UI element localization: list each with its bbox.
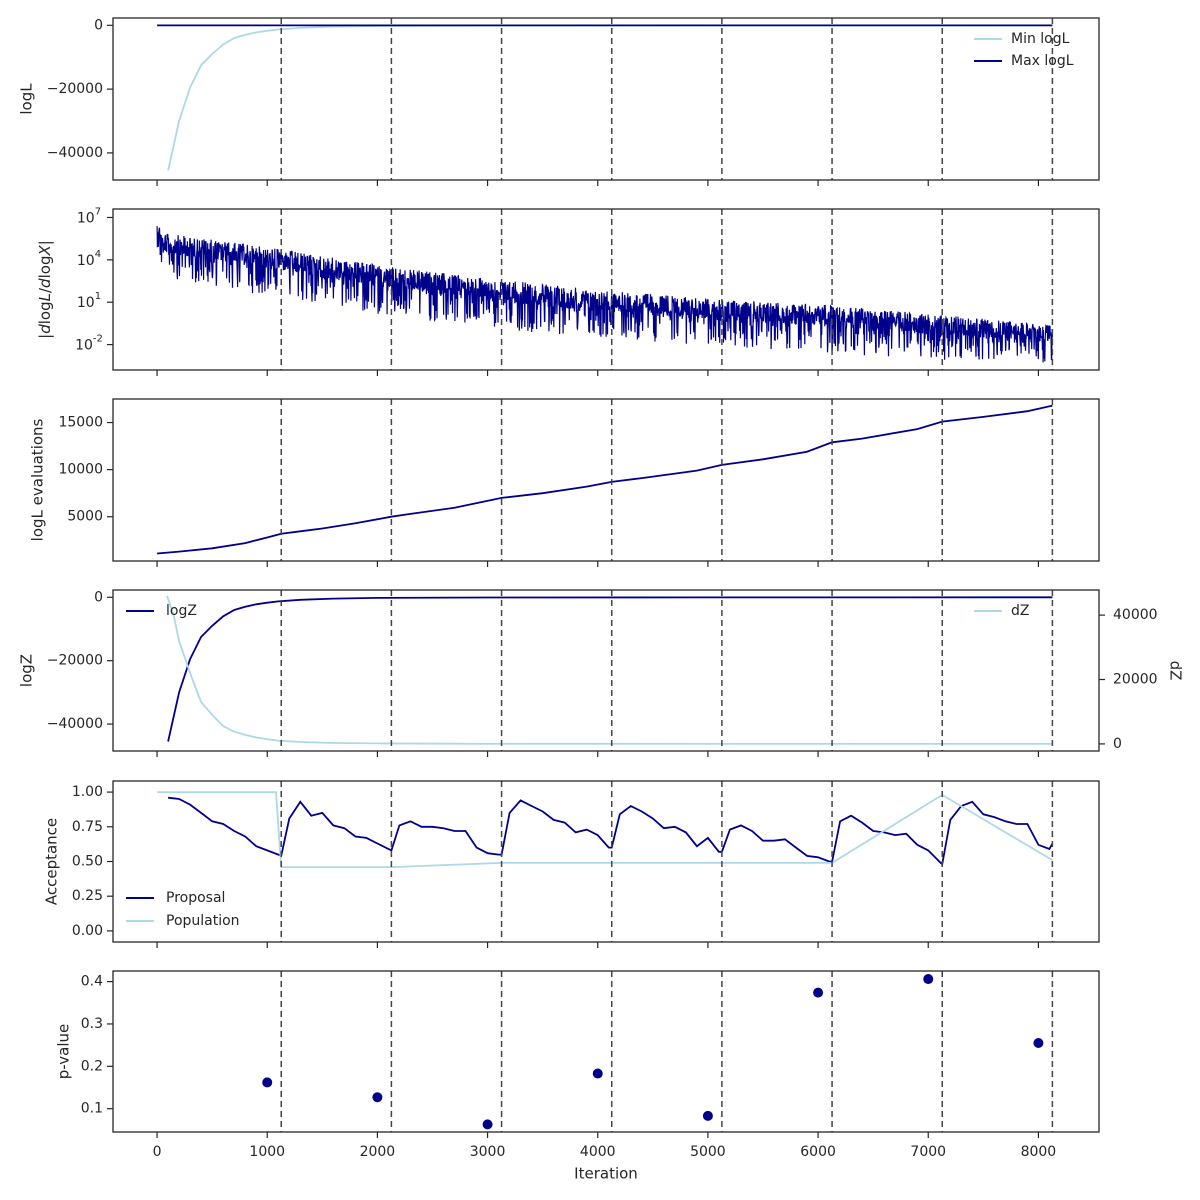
series-line-proposal	[167, 796, 1054, 867]
y-tick-label: 10000	[58, 462, 103, 478]
scatter-point	[482, 1119, 493, 1130]
series-line-derivative	[156, 226, 1053, 363]
plot-area	[166, 595, 1053, 745]
y-tick-label: −40000	[47, 716, 103, 732]
legend-label: Population	[166, 913, 240, 929]
x-tick-label: 7000	[910, 1144, 946, 1160]
scatter-point	[372, 1092, 383, 1103]
scatter-point	[923, 974, 934, 985]
y-tick-label: 0.50	[72, 854, 103, 870]
y-tick-label: 5000	[67, 509, 103, 525]
legend-entry: Proposal	[126, 890, 225, 906]
legend-entry: logZ	[126, 603, 197, 619]
x-tick-label: 5000	[690, 1144, 726, 1160]
y-tick-label: −20000	[47, 653, 103, 669]
y-tick-label: 0.75	[72, 819, 103, 835]
panel-1: 0 −20000 −40000 logL Min logL Max logL	[18, 17, 1100, 186]
panel-5: 1.00 0.75 0.50 0.25 0.00 Acceptance Proposal Po…	[43, 780, 1100, 948]
y-tick-label: 0.00	[72, 923, 103, 939]
axes-frame	[112, 970, 1100, 1133]
y-right-tick-label: 20000	[1113, 672, 1158, 688]
legend-entry: Max logL	[974, 53, 1074, 69]
y-tick-label: −40000	[47, 145, 103, 161]
y-tick-label: 0.3	[81, 1016, 103, 1032]
y-tick-label: 0.25	[72, 888, 103, 904]
legend-entry: Population	[126, 913, 240, 929]
y-tick-label: 15000	[58, 415, 103, 431]
x-tick-label: 3000	[470, 1144, 506, 1160]
x-tick-label: 2000	[360, 1144, 396, 1160]
legend-label: Max logL	[1011, 53, 1074, 69]
series-line-population	[157, 791, 1053, 868]
legend-label: Proposal	[166, 890, 225, 906]
plot-area	[262, 974, 1044, 1130]
legend-entry: dZ	[974, 603, 1029, 619]
axes-frame	[112, 17, 1100, 181]
scatter-point	[1033, 1038, 1044, 1049]
series-line-logz	[167, 596, 1053, 742]
scatter-point	[813, 987, 824, 998]
scatter-point	[262, 1077, 273, 1088]
y-axis-label: Acceptance	[43, 818, 61, 905]
legend-label: logZ	[166, 603, 197, 619]
panel-3: 15000 10000 5000 logL evaluations	[29, 398, 1100, 567]
x-tick-label: 8000	[1021, 1144, 1057, 1160]
x-tick-label: 6000	[800, 1144, 836, 1160]
y-axis-label: logL	[18, 83, 36, 115]
x-tick-label: 1000	[249, 1144, 285, 1160]
axes-frame	[112, 208, 1100, 371]
y-tick-label: 0	[94, 17, 103, 33]
series-line-dz	[166, 595, 1053, 745]
legend-label: Min logL	[1011, 31, 1070, 47]
scatter-point	[702, 1110, 713, 1121]
y-tick-label: 0.4	[81, 974, 103, 990]
x-tick-label: 4000	[580, 1144, 616, 1160]
plot-area	[157, 404, 1053, 555]
y-tick-label: 0.2	[81, 1058, 103, 1074]
axes-frame	[112, 398, 1100, 562]
x-tick-label: 0	[153, 1144, 162, 1160]
plot-area	[156, 226, 1053, 363]
series-line-0	[157, 404, 1053, 555]
legend-entry: Min logL	[974, 31, 1070, 47]
x-axis-label: Iteration	[574, 1165, 638, 1183]
plot-area	[157, 791, 1054, 868]
plot-area	[157, 24, 1053, 171]
y-axis-label: logZ	[18, 654, 36, 687]
legend-label: dZ	[1011, 603, 1029, 619]
y-axis-label: |dlogL/dlogX|	[36, 240, 54, 339]
y-tick-label: 0	[94, 589, 103, 605]
y-right-axis-label: dZ	[1167, 661, 1185, 681]
axes-frame	[112, 589, 1100, 752]
y-tick-label: 0.1	[81, 1101, 103, 1117]
y-tick-label: −20000	[47, 81, 103, 97]
y-axis-label: logL evaluations	[29, 418, 47, 541]
y-tick-label: 1.00	[72, 784, 103, 800]
panel-6: 0.4 0.3 0.2 0.1 p-value 0 1000 2000 3000 4000 5000…	[55, 970, 1100, 1183]
scatter-point	[592, 1068, 603, 1079]
panel-4: 0 −20000 −40000 logZ 40000 20000 0 dZ logZ dZ	[18, 589, 1185, 757]
y-right-tick-label: 40000	[1113, 607, 1158, 623]
y-right-tick-label: 0	[1113, 736, 1122, 752]
y-axis-label: p-value	[55, 1024, 73, 1080]
